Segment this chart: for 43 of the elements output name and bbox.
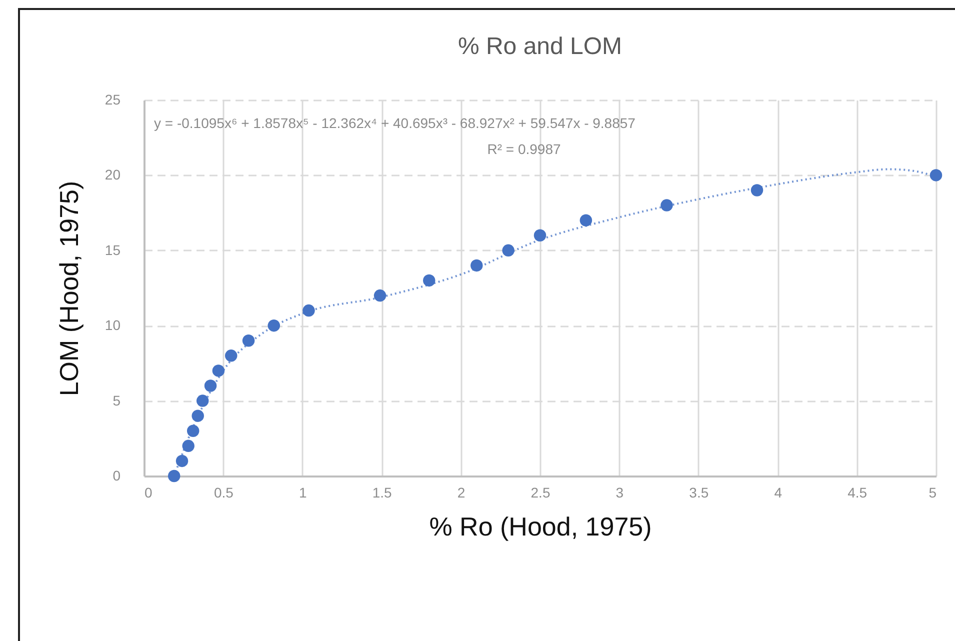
point bbox=[750, 184, 764, 196]
point bbox=[534, 229, 546, 242]
x-tick-label: 2.5 bbox=[530, 484, 550, 500]
point bbox=[204, 380, 217, 392]
y-axis-title: LOM (Hood, 1975) bbox=[54, 180, 84, 396]
point bbox=[212, 364, 225, 377]
point bbox=[224, 350, 238, 362]
point bbox=[580, 214, 592, 226]
point bbox=[660, 199, 673, 212]
x-tick-label: 3 bbox=[616, 484, 624, 500]
chart-title: % Ro and LOM bbox=[458, 33, 622, 60]
x-tick-label: 4 bbox=[774, 484, 782, 500]
point bbox=[186, 424, 200, 437]
point bbox=[168, 470, 180, 482]
x-tick-label: 2 bbox=[457, 484, 466, 500]
annotation: R² = 0.9987 bbox=[487, 141, 561, 157]
y-tick-label: 20 bbox=[104, 166, 121, 183]
y-tick-label: 10 bbox=[104, 317, 121, 334]
point bbox=[196, 394, 209, 407]
point bbox=[502, 244, 514, 257]
point bbox=[930, 169, 942, 182]
x-tick-label: 1 bbox=[299, 484, 307, 500]
point bbox=[192, 410, 204, 422]
y-tick-label: 5 bbox=[112, 392, 121, 408]
y-tick-label: 25 bbox=[104, 92, 121, 108]
point bbox=[422, 274, 436, 287]
point bbox=[470, 259, 483, 272]
annotation: y = -0.1095x⁶ + 1.8578x⁵ - 12.362x⁴ + 40.695x³ - 68.927x² + 59.547x - 9.8857 bbox=[154, 115, 636, 131]
x-tick-label: 0.5 bbox=[214, 484, 234, 500]
point bbox=[182, 440, 194, 452]
x-tick-label: 3.5 bbox=[689, 484, 709, 500]
point bbox=[176, 454, 188, 468]
x-tick-label: 5 bbox=[928, 484, 937, 500]
x-axis-title: % Ro (Hood, 1975) bbox=[429, 512, 652, 542]
point bbox=[268, 319, 280, 332]
x-tick-label: 4.5 bbox=[848, 484, 868, 500]
point bbox=[302, 304, 315, 317]
point bbox=[242, 334, 255, 347]
point bbox=[374, 289, 386, 302]
x-tick-label: 0 bbox=[144, 484, 152, 500]
y-tick-label: 0 bbox=[112, 468, 121, 484]
x-tick-label: 1.5 bbox=[372, 484, 392, 500]
y-tick-label: 15 bbox=[104, 242, 121, 258]
